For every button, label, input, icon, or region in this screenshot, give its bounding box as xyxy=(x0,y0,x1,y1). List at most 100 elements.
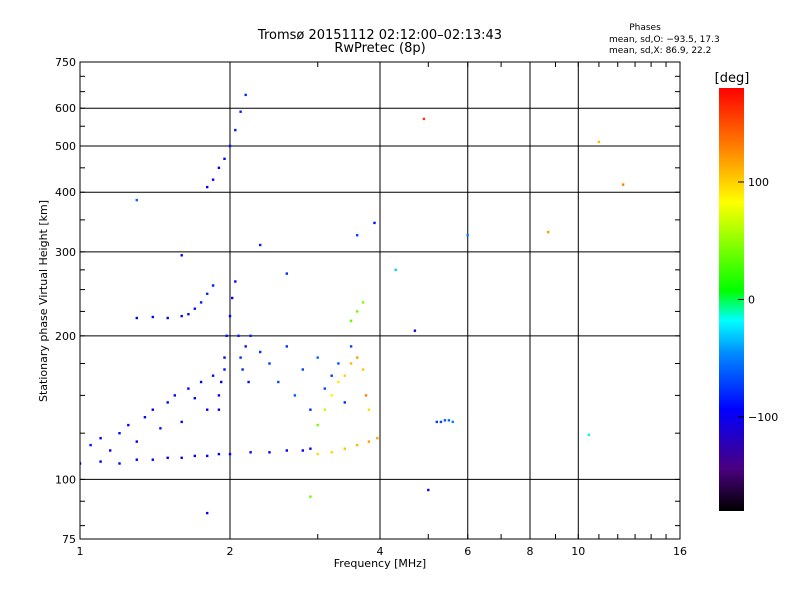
data-point xyxy=(361,368,365,371)
data-point xyxy=(211,284,215,287)
x-tick-label: 2 xyxy=(227,545,234,558)
x-tick-label: 6 xyxy=(464,545,471,558)
data-point xyxy=(367,408,371,411)
colorbar-tick-label: 100 xyxy=(748,176,769,189)
y-tick-label: 600 xyxy=(55,102,76,115)
data-point xyxy=(337,380,340,384)
chart-subtitle: RwPretec (8p) xyxy=(334,41,425,56)
phases-box-title: Phases xyxy=(629,23,661,33)
data-point xyxy=(237,334,240,337)
data-point xyxy=(135,440,138,443)
data-point xyxy=(193,454,196,458)
data-point xyxy=(259,350,262,354)
data-point xyxy=(285,272,288,275)
data-point xyxy=(376,437,379,440)
data-point xyxy=(373,221,376,225)
data-point xyxy=(323,408,326,411)
x-tick-label: 8 xyxy=(527,545,534,558)
data-point xyxy=(268,362,271,365)
data-point xyxy=(206,185,209,189)
y-tick-label: 200 xyxy=(55,330,76,343)
data-point xyxy=(173,394,176,397)
data-point xyxy=(364,394,368,397)
data-point xyxy=(249,334,252,337)
data-point xyxy=(316,423,319,427)
data-point xyxy=(349,362,353,365)
data-point xyxy=(337,362,340,365)
data-point xyxy=(193,307,196,310)
data-point xyxy=(127,423,130,427)
data-point xyxy=(180,254,183,257)
data-point xyxy=(259,243,262,247)
data-point xyxy=(234,128,237,132)
data-point xyxy=(217,166,221,169)
data-point xyxy=(206,408,209,411)
y-tick-label: 400 xyxy=(55,186,76,199)
y-tick-label: 500 xyxy=(55,140,76,153)
data-point xyxy=(349,345,353,348)
data-point xyxy=(187,387,190,390)
data-point xyxy=(587,433,590,436)
data-point xyxy=(220,380,223,384)
data-point xyxy=(211,374,215,377)
data-point xyxy=(99,437,102,440)
data-point xyxy=(301,449,304,452)
data-point xyxy=(89,443,92,447)
data-point xyxy=(356,310,359,313)
y-tick-label: 300 xyxy=(55,246,76,259)
data-points xyxy=(80,93,625,515)
data-point xyxy=(99,460,102,463)
data-point xyxy=(228,452,232,456)
colorbar-label: [deg] xyxy=(715,71,750,86)
data-point xyxy=(239,110,242,113)
data-point xyxy=(330,394,333,397)
data-point xyxy=(343,374,346,377)
data-point xyxy=(135,316,138,320)
y-tick-label: 75 xyxy=(62,533,76,546)
data-point xyxy=(268,451,271,454)
y-tick-label: 750 xyxy=(55,56,76,69)
data-point xyxy=(422,117,426,121)
data-point xyxy=(231,296,234,300)
data-point xyxy=(293,394,297,397)
data-point xyxy=(466,234,469,237)
data-point xyxy=(413,329,417,332)
data-point xyxy=(249,451,252,454)
data-point xyxy=(343,401,346,404)
data-point xyxy=(228,144,232,148)
phases-box-line-o: mean, sd,O: −93.5, 17.3 xyxy=(609,35,720,45)
data-point xyxy=(277,380,280,384)
data-point xyxy=(225,334,228,337)
data-point xyxy=(621,183,625,186)
data-point xyxy=(451,420,454,424)
data-point xyxy=(193,397,196,400)
x-axis-label: Frequency [MHz] xyxy=(334,557,426,570)
data-point xyxy=(135,458,138,461)
x-tick-label: 10 xyxy=(571,545,585,558)
colorbar: [deg] 100 0 −100 xyxy=(715,71,778,511)
data-point xyxy=(118,462,121,465)
data-point xyxy=(301,368,304,371)
axis-ticks: 1 2 4 6 8 10 16 75 100 200 300 400 500 600 750 xyxy=(55,56,687,558)
data-point xyxy=(367,440,371,443)
data-point xyxy=(228,314,232,318)
data-point xyxy=(309,495,312,498)
data-point xyxy=(447,419,451,422)
data-point xyxy=(427,488,430,492)
data-point xyxy=(356,234,359,237)
data-point xyxy=(206,454,209,458)
data-point xyxy=(234,280,237,283)
data-point xyxy=(394,268,397,271)
data-point xyxy=(217,452,221,456)
data-point xyxy=(309,408,312,411)
data-point xyxy=(330,374,333,377)
data-point xyxy=(206,511,209,515)
data-point xyxy=(597,140,601,144)
data-point xyxy=(323,387,326,390)
grid xyxy=(80,62,680,539)
data-point xyxy=(118,432,121,435)
data-point xyxy=(435,420,438,424)
data-point xyxy=(206,292,209,295)
data-point xyxy=(349,319,353,322)
